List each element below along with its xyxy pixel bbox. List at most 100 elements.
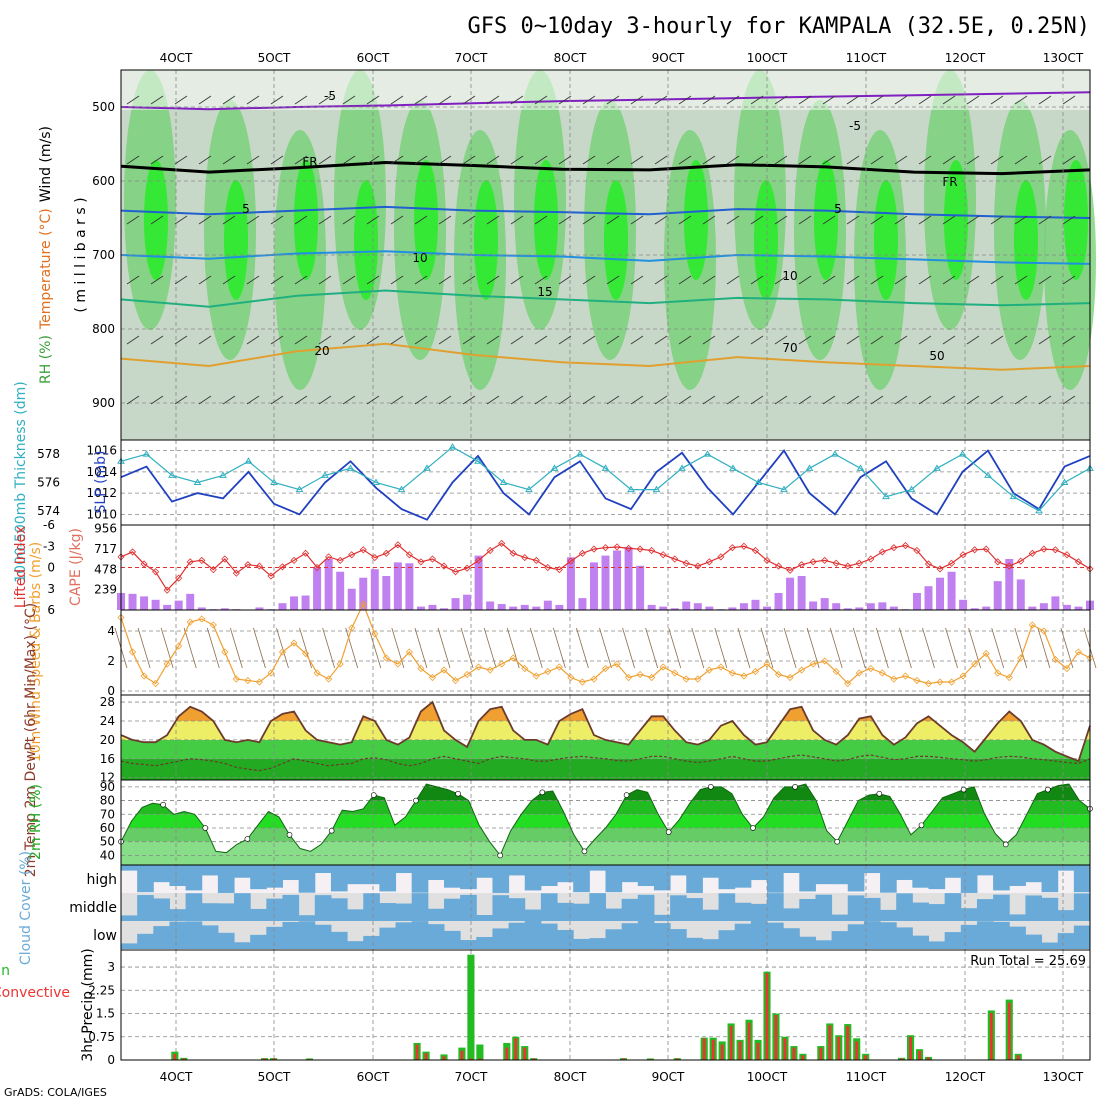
thickness-point xyxy=(397,485,406,493)
wind-speed-point xyxy=(705,666,713,674)
wind-barb xyxy=(342,95,356,105)
wind-barb xyxy=(462,155,476,165)
date-label-bottom: 6OCT xyxy=(357,1070,390,1084)
wind-speed-point xyxy=(440,666,448,674)
rh-band-high xyxy=(754,180,778,300)
cloud-bar xyxy=(718,865,736,890)
cape-bar xyxy=(832,603,841,610)
li-point xyxy=(694,562,702,570)
cloud-bar xyxy=(993,865,1010,891)
wind-barb xyxy=(750,275,764,285)
wind-barb xyxy=(462,95,476,105)
cloud-bar xyxy=(960,924,978,949)
cloud-bar xyxy=(266,898,283,921)
wind-speed-point xyxy=(832,667,840,676)
li-point xyxy=(128,548,137,556)
cloud-bar xyxy=(121,943,138,949)
cape-bar xyxy=(555,604,564,610)
li-point xyxy=(659,551,667,559)
isotherm-line xyxy=(120,289,1091,308)
wind-barb xyxy=(606,155,620,165)
wind-barb xyxy=(1062,395,1076,405)
wind-speed-point xyxy=(1063,664,1071,673)
isotherm-line xyxy=(120,250,1091,265)
cloud-bar xyxy=(379,927,397,949)
date-label-bottom: 10OCT xyxy=(747,1070,788,1084)
isotherm-label: 20 xyxy=(314,344,329,358)
cloud-bar xyxy=(750,865,768,881)
wind-speed-point xyxy=(209,621,217,629)
precip-tick: 2.25 xyxy=(88,983,115,997)
cloud-bar xyxy=(928,904,946,921)
cloud-bar xyxy=(670,929,687,949)
cloud-bar xyxy=(1041,865,1059,893)
wind-barb xyxy=(990,95,1004,105)
wind-barb xyxy=(606,395,620,405)
rh-point xyxy=(455,790,461,797)
li-point xyxy=(255,562,263,570)
cape-bar xyxy=(947,571,956,610)
wind-barb xyxy=(990,275,1004,285)
cape-bar xyxy=(1039,603,1048,610)
precip-conv-bar xyxy=(909,1036,912,1060)
li-point xyxy=(728,544,736,552)
wind-barb xyxy=(918,215,932,225)
cloud-bar xyxy=(734,865,752,888)
li-point xyxy=(152,568,160,576)
wind-barb xyxy=(270,215,284,225)
wind-speed-point xyxy=(855,669,863,677)
wind-barb xyxy=(846,275,860,285)
li-point xyxy=(451,568,460,576)
li-point xyxy=(325,553,333,561)
cloud-bar xyxy=(282,865,300,881)
wind-barb xyxy=(822,155,836,165)
cloud-bar xyxy=(928,941,946,949)
wind-barb xyxy=(318,215,332,225)
date-label-bottom: 8OCT xyxy=(554,1070,587,1084)
wind-barb-10m xyxy=(391,627,405,669)
wind-barb xyxy=(822,395,836,405)
wind-barb xyxy=(678,95,692,105)
wind-barb xyxy=(126,215,140,225)
wind-barb xyxy=(294,275,308,285)
thickness-line xyxy=(120,446,1091,512)
precip-conv-bar xyxy=(989,1012,993,1060)
wind-barb-10m xyxy=(875,627,889,669)
cloud-bar xyxy=(718,893,736,921)
wind-barb xyxy=(390,395,404,405)
precip-tick: 0 xyxy=(107,1053,115,1067)
rh-band-high xyxy=(414,160,438,280)
cape-tick: 956 xyxy=(94,522,117,536)
wind-barb xyxy=(1014,155,1028,165)
cloud-bar xyxy=(282,894,300,921)
cloud-bar xyxy=(1009,865,1026,886)
cloud-bar xyxy=(250,934,267,949)
precip-ylabel: 3hr Precip (mm) xyxy=(80,948,96,1061)
wind-barb xyxy=(510,335,524,345)
date-label-top: 11OCT xyxy=(846,51,887,65)
precip-conv-bar xyxy=(505,1047,509,1060)
wind-barb xyxy=(774,275,788,285)
cloud-bar xyxy=(476,865,493,878)
wind-barb xyxy=(630,95,644,105)
wind-barb xyxy=(966,215,980,225)
rh-dry-top xyxy=(121,70,1090,110)
wind-barb xyxy=(870,215,884,225)
cloud-bar xyxy=(153,898,170,921)
wind-barb xyxy=(582,215,596,225)
wind-barb xyxy=(702,395,716,405)
cloud-bar xyxy=(863,865,881,874)
cape-bar xyxy=(924,586,933,610)
thickness-tick: 574 xyxy=(37,504,60,518)
precip-conv-bar xyxy=(837,1036,841,1060)
cloud-bar xyxy=(993,894,1010,921)
wind-barb xyxy=(1062,215,1076,225)
precip-conv-bar xyxy=(469,1058,473,1060)
cape-bar xyxy=(347,588,356,610)
thickness-point xyxy=(652,485,661,493)
cloud-bar xyxy=(169,865,187,887)
wind-barb xyxy=(942,395,956,405)
cape-bar xyxy=(936,577,945,610)
wind-barb-10m xyxy=(922,627,935,669)
li-tick: 3 xyxy=(47,582,55,596)
